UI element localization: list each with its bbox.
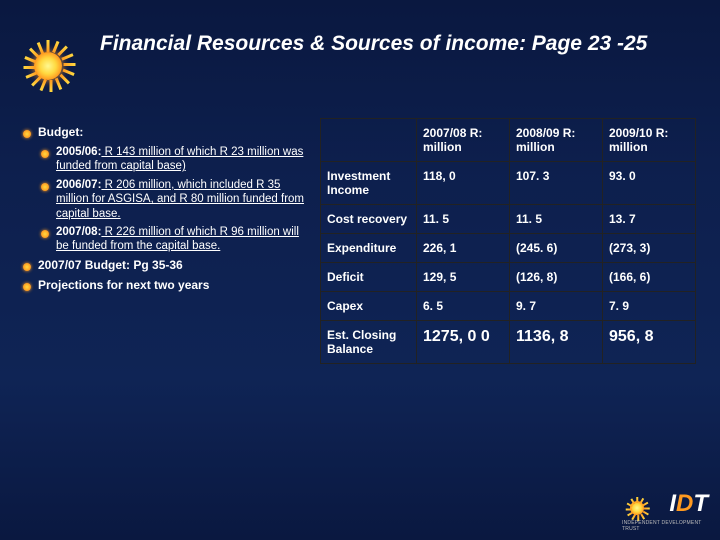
table-row: Est. Closing Balance 1275, 0 0 1136, 8 9… (321, 321, 696, 364)
bullet-2006-head: 2006/07: (56, 179, 101, 191)
bullet-2005-head: 2005/06: (56, 146, 101, 158)
th-2009-10: 2009/10 R: million (603, 119, 696, 162)
cell: (273, 3) (603, 234, 696, 263)
row-label: Cost recovery (321, 205, 417, 234)
table-row: Capex 6. 5 9. 7 7. 9 (321, 292, 696, 321)
row-label: Est. Closing Balance (321, 321, 417, 364)
finance-table: 2007/08 R: million 2008/09 R: million 20… (320, 118, 696, 364)
cell: (126, 8) (510, 263, 603, 292)
bullet-projections: Projections for next two years (38, 278, 310, 293)
cell: 13. 7 (603, 205, 696, 234)
bullet-2006: 2006/07: R 206 million, which included R… (56, 178, 310, 221)
bullet-list: Budget: 2005/06: R 143 million of which … (20, 125, 310, 298)
cell: 1136, 8 (510, 321, 603, 364)
row-label: Investment Income (321, 162, 417, 205)
logo-letter-i: I (669, 490, 676, 517)
cell: (245. 6) (510, 234, 603, 263)
cell: (166, 6) (603, 263, 696, 292)
sun-icon (20, 38, 76, 94)
cell: 118, 0 (417, 162, 510, 205)
th-2008-09: 2008/09 R: million (510, 119, 603, 162)
page-title: Financial Resources & Sources of income:… (100, 30, 700, 57)
bullet-icon (38, 227, 52, 241)
cell: 1275, 0 0 (417, 321, 510, 364)
bullet-icon (20, 260, 34, 274)
table-row: Deficit 129, 5 (126, 8) (166, 6) (321, 263, 696, 292)
cell: 107. 3 (510, 162, 603, 205)
cell: 9. 7 (510, 292, 603, 321)
bullet-icon (20, 280, 34, 294)
table-row: Cost recovery 11. 5 11. 5 13. 7 (321, 205, 696, 234)
cell: 226, 1 (417, 234, 510, 263)
row-label: Deficit (321, 263, 417, 292)
bullet-icon (38, 147, 52, 161)
logo-subtitle: INDEPENDENT DEVELOPMENT TRUST (622, 520, 708, 532)
idt-logo: IDT INDEPENDENT DEVELOPMENT TRUST (622, 488, 708, 532)
table-header-row: 2007/08 R: million 2008/09 R: million 20… (321, 119, 696, 162)
row-label: Expenditure (321, 234, 417, 263)
bullet-icon (38, 180, 52, 194)
cell: 6. 5 (417, 292, 510, 321)
bullet-pg35: 2007/07 Budget: Pg 35-36 (38, 258, 310, 273)
logo-letter-d: D (676, 490, 693, 517)
cell: 11. 5 (510, 205, 603, 234)
th-blank (321, 119, 417, 162)
cell: 956, 8 (603, 321, 696, 364)
bullet-icon (20, 127, 34, 141)
cell: 7. 9 (603, 292, 696, 321)
cell: 11. 5 (417, 205, 510, 234)
bullet-2007-head: 2007/08: (56, 226, 101, 238)
cell: 93. 0 (603, 162, 696, 205)
table-row: Expenditure 226, 1 (245. 6) (273, 3) (321, 234, 696, 263)
logo-letter-t: T (693, 490, 708, 517)
cell: 129, 5 (417, 263, 510, 292)
bullet-2007: 2007/08: R 226 million of which R 96 mil… (56, 225, 310, 254)
th-2007-08: 2007/08 R: million (417, 119, 510, 162)
bullet-budget-head: Budget: (38, 125, 310, 140)
row-label: Capex (321, 292, 417, 321)
bullet-2005: 2005/06: R 143 million of which R 23 mil… (56, 145, 310, 174)
table-row: Investment Income 118, 0 107. 3 93. 0 (321, 162, 696, 205)
